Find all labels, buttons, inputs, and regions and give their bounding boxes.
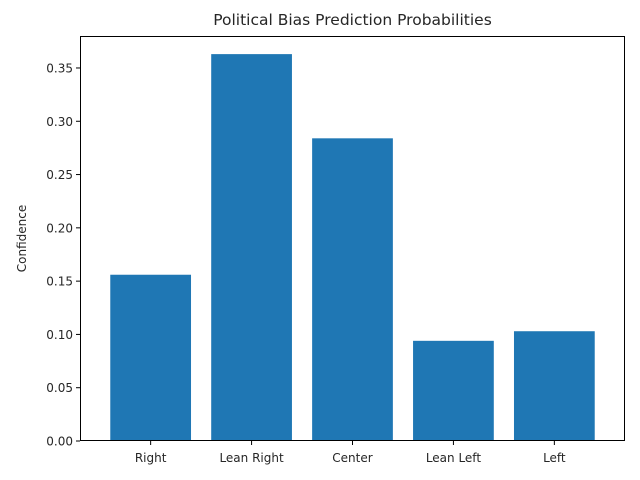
bar-lean-right (211, 54, 292, 442)
x-tick-label: Right (135, 451, 167, 465)
y-axis-label: Confidence (15, 205, 29, 272)
x-tick-label: Lean Left (426, 451, 482, 465)
y-tick-label: 0.00 (46, 435, 73, 449)
bar-left (513, 331, 595, 441)
chart-title: Political Bias Prediction Probabilities (213, 11, 492, 29)
bars-group (110, 54, 595, 442)
y-tick-label: 0.05 (46, 381, 73, 395)
x-axis-ticks: Right Lean Right Center Lean Left Left (135, 441, 566, 465)
y-tick-label: 0.15 (46, 275, 73, 289)
plot-frame (80, 36, 625, 441)
y-tick-label: 0.20 (46, 221, 73, 235)
y-tick-label: 0.35 (46, 61, 73, 75)
bar-center (312, 138, 393, 441)
y-tick-label: 0.30 (46, 115, 73, 129)
x-tick-label: Left (543, 451, 566, 465)
x-tick-label: Center (332, 451, 372, 465)
bar-right (110, 274, 192, 441)
y-tick-label: 0.25 (46, 168, 73, 182)
bar-lean-left (413, 340, 494, 441)
x-tick-label: Lean Right (219, 451, 284, 465)
y-axis-ticks: 0.00 0.05 0.10 0.15 0.20 0.25 0.30 0.35 (46, 61, 80, 449)
y-tick-label: 0.10 (46, 328, 73, 342)
